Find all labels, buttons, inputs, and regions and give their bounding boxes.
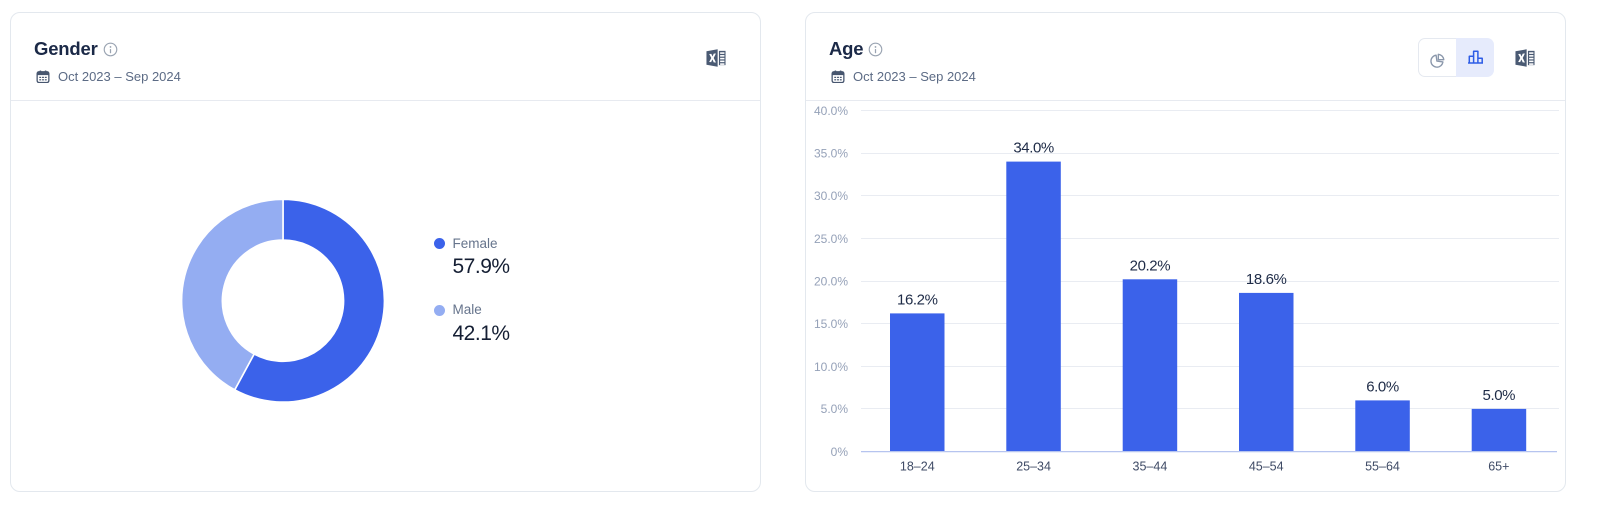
svg-text:10.0%: 10.0% bbox=[814, 360, 848, 374]
svg-text:35.0%: 35.0% bbox=[814, 147, 848, 161]
svg-text:25.0%: 25.0% bbox=[814, 232, 848, 246]
svg-text:15.0%: 15.0% bbox=[814, 317, 848, 331]
svg-text:16.2%: 16.2% bbox=[897, 291, 938, 308]
svg-text:5.0%: 5.0% bbox=[821, 402, 849, 416]
svg-text:40.0%: 40.0% bbox=[814, 104, 848, 118]
svg-text:18–24: 18–24 bbox=[900, 460, 935, 474]
svg-text:18.6%: 18.6% bbox=[1246, 271, 1287, 288]
svg-text:65+: 65+ bbox=[1488, 460, 1509, 474]
svg-text:0%: 0% bbox=[831, 445, 849, 459]
svg-text:25–34: 25–34 bbox=[1016, 460, 1051, 474]
svg-text:45–54: 45–54 bbox=[1249, 460, 1284, 474]
svg-text:30.0%: 30.0% bbox=[814, 189, 848, 203]
svg-text:6.0%: 6.0% bbox=[1366, 378, 1399, 395]
svg-text:55–64: 55–64 bbox=[1365, 460, 1400, 474]
svg-text:20.2%: 20.2% bbox=[1130, 257, 1171, 274]
svg-text:35–44: 35–44 bbox=[1133, 460, 1168, 474]
svg-text:5.0%: 5.0% bbox=[1483, 387, 1516, 404]
svg-text:34.0%: 34.0% bbox=[1013, 140, 1054, 157]
svg-text:20.0%: 20.0% bbox=[814, 274, 848, 288]
